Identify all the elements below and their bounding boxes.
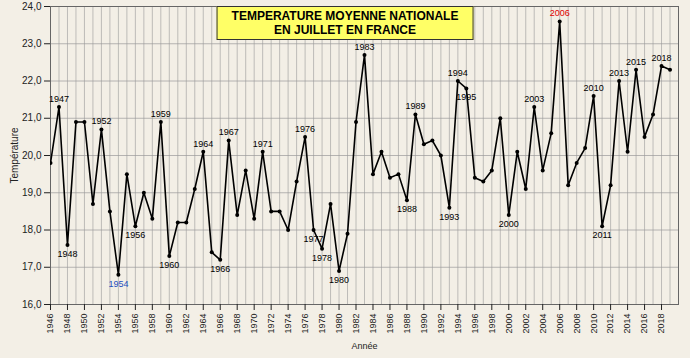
svg-text:1958: 1958 <box>147 314 157 334</box>
svg-text:1954: 1954 <box>108 279 128 289</box>
svg-text:24,0: 24,0 <box>22 1 42 12</box>
svg-text:1976: 1976 <box>300 314 310 334</box>
svg-text:1996: 1996 <box>470 314 480 334</box>
svg-text:1947: 1947 <box>49 94 69 104</box>
svg-text:Température: Température <box>9 127 20 184</box>
svg-text:1983: 1983 <box>354 42 374 52</box>
svg-text:1992: 1992 <box>436 314 446 334</box>
svg-text:2011: 2011 <box>592 230 611 240</box>
svg-text:2006: 2006 <box>550 8 570 18</box>
svg-text:1959: 1959 <box>151 109 171 119</box>
svg-text:Année: Année <box>351 341 377 351</box>
svg-text:1968: 1968 <box>232 314 242 334</box>
svg-text:23,0: 23,0 <box>22 38 42 49</box>
svg-text:1956: 1956 <box>130 314 140 334</box>
svg-text:2000: 2000 <box>499 219 519 229</box>
svg-text:2000: 2000 <box>504 314 514 334</box>
svg-text:1950: 1950 <box>79 314 89 334</box>
svg-text:18,0: 18,0 <box>22 224 42 235</box>
svg-text:1956: 1956 <box>125 230 145 240</box>
svg-text:1976: 1976 <box>295 124 315 134</box>
svg-text:1994: 1994 <box>453 314 463 334</box>
svg-text:1980: 1980 <box>329 275 349 285</box>
svg-text:1982: 1982 <box>351 314 361 334</box>
svg-text:19,0: 19,0 <box>22 187 42 198</box>
svg-text:2016: 2016 <box>639 314 649 334</box>
svg-text:1980: 1980 <box>334 314 344 334</box>
svg-text:1966: 1966 <box>215 314 225 334</box>
svg-text:1977: 1977 <box>304 234 324 244</box>
svg-text:17,0: 17,0 <box>22 261 42 272</box>
svg-text:1948: 1948 <box>62 314 72 334</box>
svg-text:2003: 2003 <box>524 94 544 104</box>
svg-text:1989: 1989 <box>405 101 425 111</box>
svg-text:1978: 1978 <box>312 253 332 263</box>
svg-text:1962: 1962 <box>181 314 191 334</box>
svg-text:1998: 1998 <box>487 314 497 334</box>
svg-text:2013: 2013 <box>609 68 629 78</box>
svg-text:2004: 2004 <box>538 314 548 334</box>
svg-text:2018: 2018 <box>652 53 672 63</box>
svg-text:2014: 2014 <box>622 314 632 334</box>
svg-text:1964: 1964 <box>198 314 208 334</box>
svg-text:1960: 1960 <box>159 260 179 270</box>
svg-text:1964: 1964 <box>193 139 213 149</box>
svg-text:16,0: 16,0 <box>22 299 42 310</box>
svg-text:2012: 2012 <box>605 314 615 334</box>
svg-text:1978: 1978 <box>317 314 327 334</box>
svg-text:2006: 2006 <box>555 314 565 334</box>
svg-text:1995: 1995 <box>456 92 476 102</box>
svg-text:1988: 1988 <box>402 314 412 334</box>
svg-text:1967: 1967 <box>219 127 239 137</box>
svg-text:1974: 1974 <box>283 314 293 334</box>
svg-text:1946: 1946 <box>45 314 55 334</box>
svg-text:1960: 1960 <box>164 314 174 334</box>
svg-text:2010: 2010 <box>589 314 599 334</box>
svg-text:1993: 1993 <box>439 212 459 222</box>
svg-text:1954: 1954 <box>113 314 123 334</box>
svg-text:21,0: 21,0 <box>22 112 42 123</box>
svg-text:22,0: 22,0 <box>22 75 42 86</box>
svg-text:1984: 1984 <box>368 314 378 334</box>
svg-text:2010: 2010 <box>584 83 604 93</box>
svg-text:2015: 2015 <box>626 57 646 67</box>
svg-text:1971: 1971 <box>253 139 273 149</box>
svg-text:2018: 2018 <box>656 314 666 334</box>
svg-text:1972: 1972 <box>266 314 276 334</box>
svg-text:1990: 1990 <box>419 314 429 334</box>
svg-text:2002: 2002 <box>521 314 531 334</box>
svg-text:1970: 1970 <box>249 314 259 334</box>
html-text:TEMPERATURE MOYENNE NATIONALE: TEMPERATURE MOYENNE NATIONALE EN JUILLET… <box>231 9 459 37</box>
svg-text:1952: 1952 <box>91 116 111 126</box>
svg-text:1952: 1952 <box>96 314 106 334</box>
svg-text:1986: 1986 <box>385 314 395 334</box>
svg-text:1988: 1988 <box>397 204 417 214</box>
svg-text:2008: 2008 <box>572 314 582 334</box>
svg-text:1994: 1994 <box>448 68 468 78</box>
svg-text:1966: 1966 <box>210 264 230 274</box>
svg-text:20,0: 20,0 <box>22 150 42 161</box>
svg-text:1948: 1948 <box>57 249 77 259</box>
